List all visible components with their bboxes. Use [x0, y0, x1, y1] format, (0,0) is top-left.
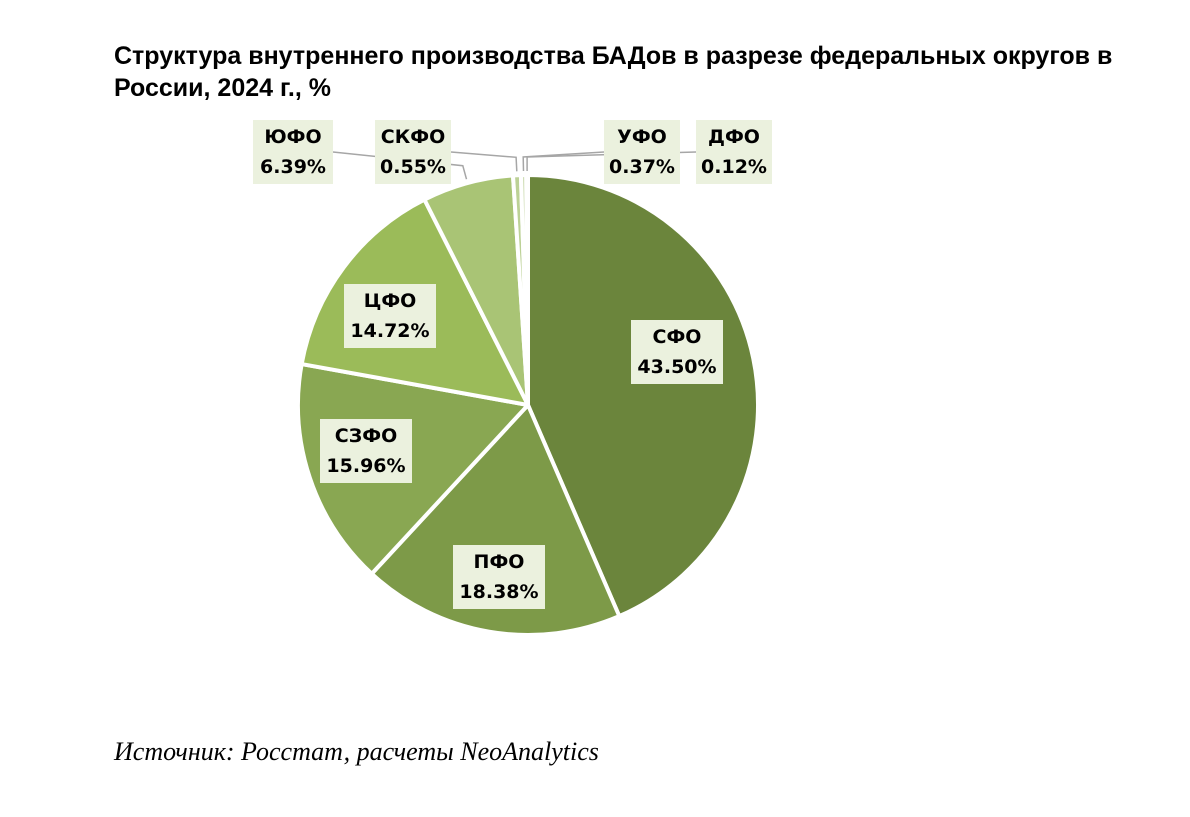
data-label-value: 43.50% — [637, 356, 717, 378]
data-label-name: ДФО — [708, 126, 760, 148]
data-label-value: 18.38% — [459, 581, 539, 603]
pie-slice-pfo — [369, 403, 622, 637]
source-note: Источник: Росстат, расчеты NeoAnalytics — [114, 737, 599, 766]
data-label-skfo: СКФО 0.55% — [375, 120, 451, 184]
data-label-value: 15.96% — [326, 455, 406, 477]
data-label-tsfo: ЦФО 14.72% — [344, 284, 436, 348]
data-label-value: 0.37% — [609, 156, 675, 178]
data-label-value: 0.55% — [380, 156, 446, 178]
data-label-value: 0.12% — [701, 156, 767, 178]
data-label-szfo: СЗФО 15.96% — [320, 419, 412, 483]
data-label-dfo: ДФО 0.12% — [696, 120, 772, 184]
data-label-value: 14.72% — [350, 320, 430, 342]
data-label-pfo: ПФО 18.38% — [453, 545, 545, 609]
pie-slice-sfo — [526, 173, 760, 619]
data-label-name: СФО — [652, 326, 702, 348]
chart-title: Структура внутреннего производства БАДов… — [114, 42, 1113, 102]
data-label-name: СЗФО — [334, 425, 398, 447]
data-label-name: УФО — [617, 126, 667, 148]
data-label-sfo: СФО 43.50% — [631, 320, 723, 384]
data-label-name: СКФО — [380, 126, 446, 148]
data-label-name: ПФО — [473, 551, 525, 573]
leader-line-skfo — [450, 151, 518, 172]
data-label-name: ЦФО — [363, 290, 417, 312]
data-label-value: 6.39% — [260, 156, 326, 178]
leader-line-ufo — [522, 151, 605, 172]
pie-slice-szfo — [296, 362, 530, 576]
data-label-ufo: УФО 0.37% — [604, 120, 680, 184]
data-label-name: ЮФО — [264, 126, 322, 148]
data-label-yufo: ЮФО 6.39% — [253, 120, 333, 184]
pie-slice-dfo — [524, 173, 530, 407]
